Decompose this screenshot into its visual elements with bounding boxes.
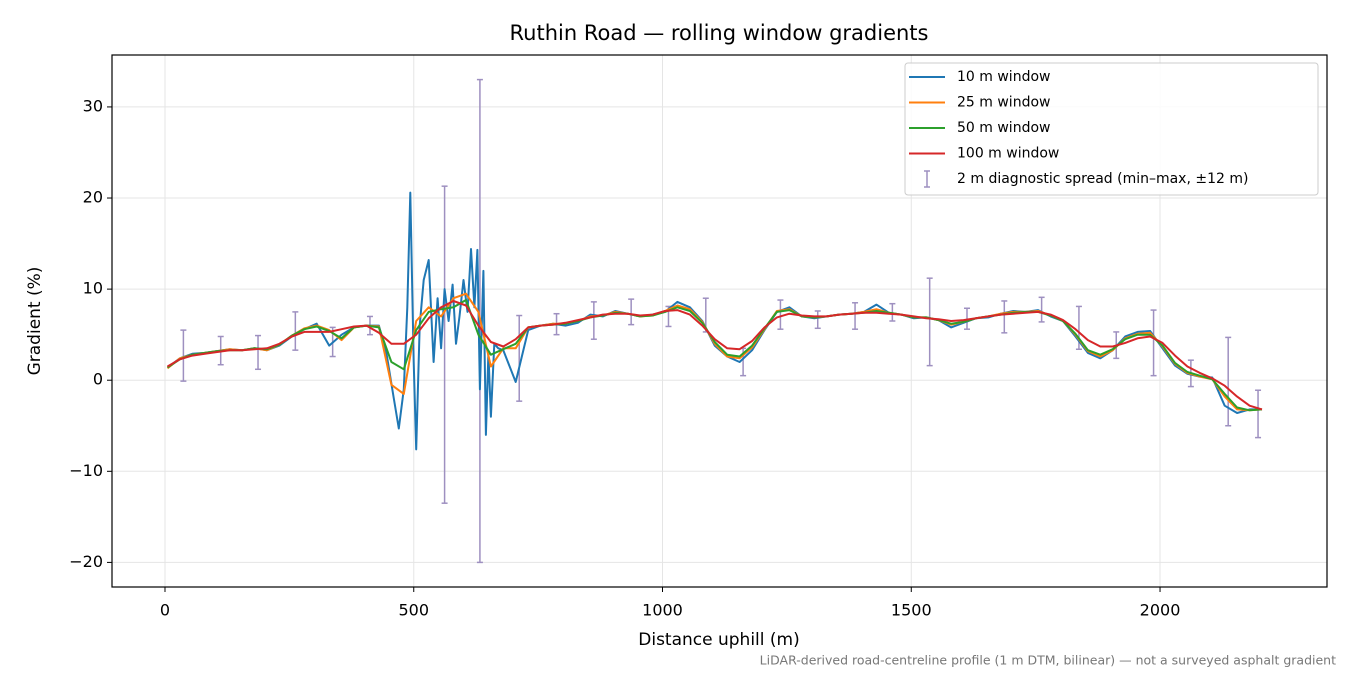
plot-frame [111,54,1328,588]
legend-box [904,62,1319,196]
x-tick-label: 1000 [642,601,683,620]
legend-label: 50 m window [957,120,1050,136]
legend-label: 2 m diagnostic spread (min–max, ±12 m) [957,171,1248,187]
y-tick-label: −10 [69,461,103,480]
legend-label: 10 m window [957,69,1050,85]
legend-label: 25 m window [957,95,1050,111]
y-tick-label: 30 [83,96,103,115]
x-tick-label: 2000 [1140,601,1181,620]
x-tick-label: 500 [398,601,429,620]
y-tick-label: −20 [69,552,103,571]
footnote: LiDAR-derived road-centreline profile (1… [760,653,1336,668]
y-tick-label: 0 [93,370,103,389]
legend-label: 100 m window [957,146,1059,162]
series-line [166,191,1262,451]
series-line [166,300,1263,411]
x-tick-label: 0 [160,601,170,620]
y-tick-label: 20 [83,188,103,207]
y-axis-label: Gradient (%) [25,267,45,376]
series-line [166,299,1263,412]
plot-area [166,78,1263,564]
x-axis-label: Distance uphill (m) [638,630,799,650]
y-tick-label: 10 [83,279,103,298]
series-line [166,292,1263,412]
x-tick-label: 1500 [891,601,932,620]
chart-title: Ruthin Road — rolling window gradients [510,21,929,45]
